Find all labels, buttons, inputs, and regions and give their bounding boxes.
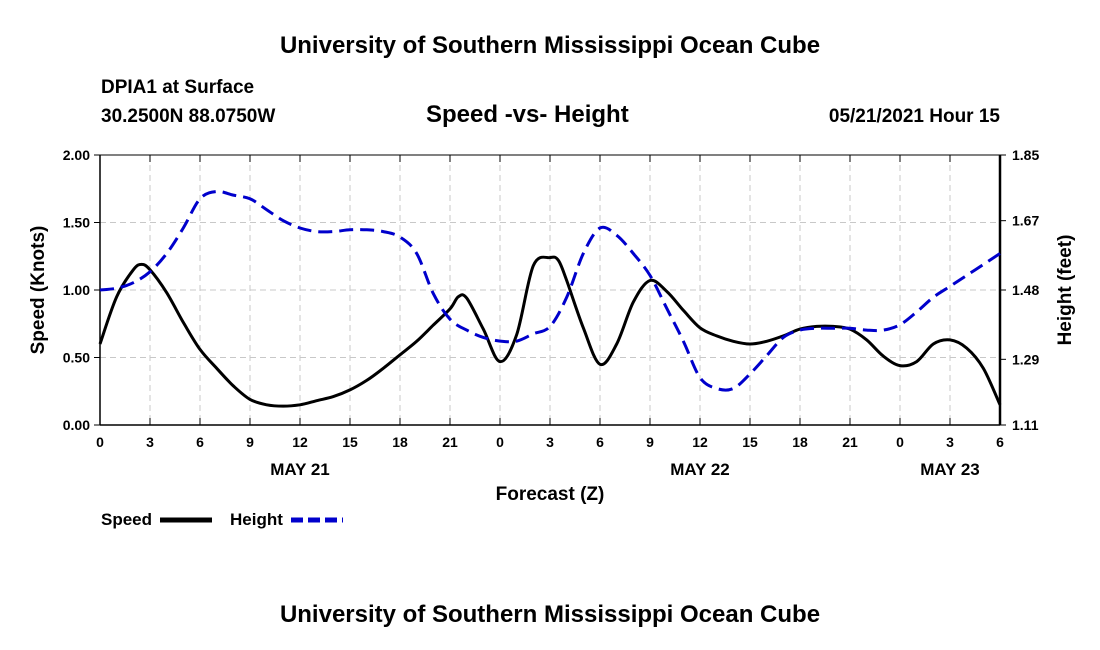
y-axis-title: Speed (Knots) xyxy=(28,226,49,355)
series-line-height xyxy=(99,189,1001,392)
chart-subtitle: Speed -vs- Height xyxy=(426,101,629,128)
y-tick-label-0: 0.00 xyxy=(63,417,90,433)
x-tick-label-0: 0 xyxy=(96,434,104,450)
y2-tick-label-1: 1.29 xyxy=(1012,351,1039,367)
x-tick-label-11: 9 xyxy=(646,434,654,450)
date-label-1: MAY 22 xyxy=(670,460,730,479)
x-tick-label-6: 18 xyxy=(392,434,408,450)
station-label: DPIA1 at Surface xyxy=(101,77,255,98)
x-tick-label-8: 0 xyxy=(496,434,504,450)
legend-height-label: Height xyxy=(230,510,283,529)
forecast-datetime: 05/21/2021 Hour 15 xyxy=(828,106,1000,127)
x-tick-label-5: 15 xyxy=(342,434,358,450)
x-axis-title: Forecast (Z) xyxy=(496,484,605,505)
x-tick-label-1: 3 xyxy=(146,434,154,450)
x-tick-label-14: 18 xyxy=(792,434,808,450)
y2-tick-label-4: 1.85 xyxy=(1012,147,1039,163)
page-title-top: University of Southern Mississippi Ocean… xyxy=(279,32,821,59)
x-tick-label-9: 3 xyxy=(546,434,554,450)
y-tick-label-1: 0.50 xyxy=(63,350,90,366)
y-tick-label-3: 1.50 xyxy=(63,215,90,231)
y2-tick-label-3: 1.67 xyxy=(1012,213,1039,229)
x-tick-label-13: 15 xyxy=(742,434,758,450)
page-title-bottom: University of Southern Mississippi Ocean… xyxy=(279,601,821,628)
date-label-0: MAY 21 xyxy=(270,460,330,479)
y-tick-label-4: 2.00 xyxy=(63,147,90,163)
y2-axis-title: Height (feet) xyxy=(1055,235,1076,346)
x-tick-label-10: 6 xyxy=(596,434,604,450)
x-tick-label-18: 6 xyxy=(996,434,1004,450)
chart-legend: Speed Height xyxy=(101,510,343,529)
x-tick-label-16: 0 xyxy=(896,434,904,450)
series-line-speed xyxy=(98,255,1002,408)
x-tick-label-7: 21 xyxy=(442,434,458,450)
x-tick-label-12: 12 xyxy=(692,434,708,450)
date-label-2: MAY 23 xyxy=(920,460,980,479)
x-tick-label-3: 9 xyxy=(246,434,254,450)
chart-labels: 0 3 6 9 12 15 18 21 0 3 6 9 12 15 18 21 0 3 6 0.00 0.50 1.00 1… xyxy=(28,147,1076,505)
coordinates-label: 30.2500N 88.0750W xyxy=(101,106,276,127)
y2-tick-label-2: 1.48 xyxy=(1012,282,1039,298)
chart-series xyxy=(98,189,1002,408)
y-tick-label-2: 1.00 xyxy=(63,282,90,298)
x-tick-label-17: 3 xyxy=(946,434,954,450)
chart-axes xyxy=(94,154,1006,426)
x-tick-label-15: 21 xyxy=(842,434,858,450)
x-tick-label-2: 6 xyxy=(196,434,204,450)
legend-speed-label: Speed xyxy=(101,510,152,529)
y2-tick-label-0: 1.11 xyxy=(1012,417,1039,433)
chart-gridlines xyxy=(100,155,1000,425)
x-tick-label-4: 12 xyxy=(292,434,308,450)
